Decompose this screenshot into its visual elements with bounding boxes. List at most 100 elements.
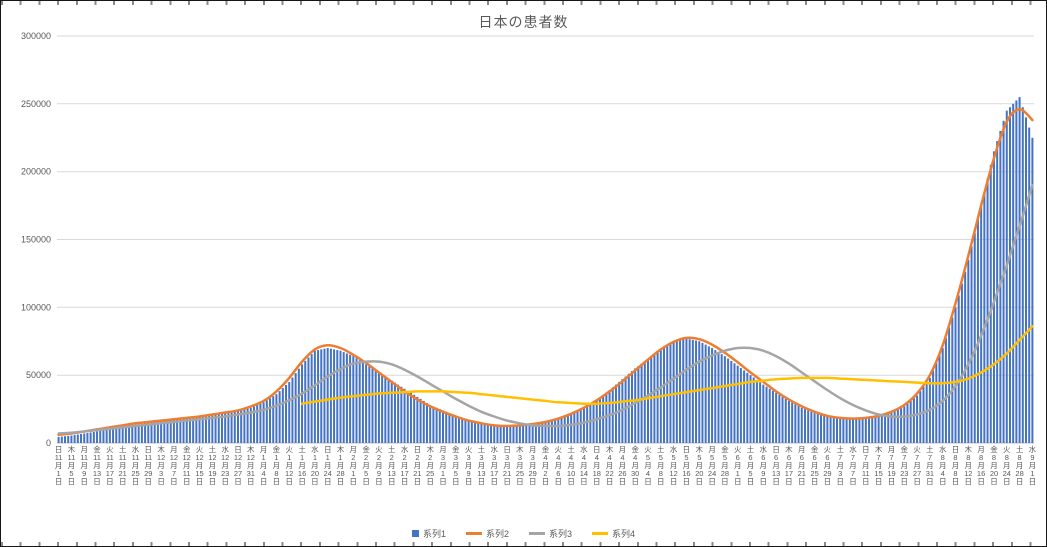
legend-item-系列1[interactable]: 系列1 — [411, 527, 446, 540]
gridlines — [57, 35, 1034, 444]
y-axis-labels: 0 50000 100000 150000 200000 250000 300000 — [21, 31, 51, 448]
chart-legend: 系列1 系列2 系列3 系列4 — [1, 527, 1046, 540]
svg-text:300000: 300000 — [21, 31, 51, 41]
line-系列2 — [57, 108, 1034, 437]
legend-item-系列4[interactable]: 系列4 — [592, 527, 635, 540]
legend-label: 系列3 — [549, 529, 573, 539]
legend-label: 系列1 — [422, 529, 446, 539]
legend-label: 系列4 — [612, 529, 636, 539]
legend-line-marker-icon — [465, 532, 482, 535]
line-系列3 — [57, 183, 1034, 435]
legend-item-系列3[interactable]: 系列3 — [529, 527, 572, 540]
bars-系列1 — [57, 97, 1034, 444]
svg-text:250000: 250000 — [21, 99, 51, 109]
legend-line-marker-icon — [529, 532, 545, 535]
svg-text:150000: 150000 — [21, 235, 51, 245]
svg-text:100000: 100000 — [21, 302, 51, 312]
legend-item-系列2[interactable]: 系列2 — [465, 527, 509, 540]
svg-text:0: 0 — [46, 438, 51, 448]
legend-label: 系列2 — [485, 529, 509, 539]
x-axis-labels: 日 11 月 1 日木 11 月 5 日月 11 月 9 日金 11 月 13 日火 11 月 17 日土 11 月 21 日 水… — [55, 444, 1037, 486]
legend-bar-marker-icon — [411, 530, 419, 537]
svg-text:200000: 200000 — [21, 167, 51, 177]
line-系列4 — [300, 325, 1034, 406]
svg-text:50000: 50000 — [26, 370, 51, 380]
